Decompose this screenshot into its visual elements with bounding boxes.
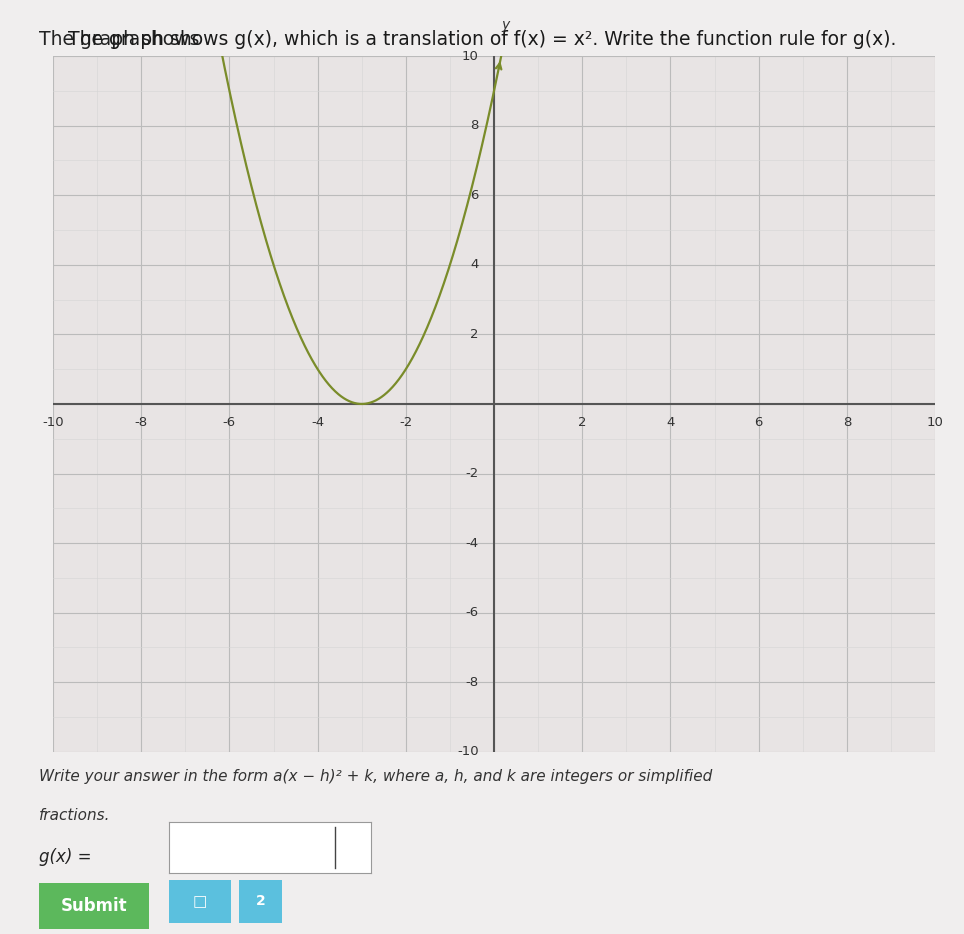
Text: g(x) =: g(x) = bbox=[39, 848, 91, 866]
Text: The graph shows g(x), which is a translation of f(x) = x². Write the function ru: The graph shows g(x), which is a transla… bbox=[67, 30, 897, 49]
Text: -4: -4 bbox=[311, 417, 324, 429]
Text: -2: -2 bbox=[466, 467, 478, 480]
Text: -10: -10 bbox=[42, 417, 64, 429]
Text: 2: 2 bbox=[578, 417, 586, 429]
Text: 2: 2 bbox=[470, 328, 478, 341]
Text: -10: -10 bbox=[457, 745, 478, 758]
Text: □: □ bbox=[193, 894, 207, 909]
Text: -6: -6 bbox=[223, 417, 236, 429]
Text: -8: -8 bbox=[135, 417, 147, 429]
Text: -2: -2 bbox=[399, 417, 413, 429]
Text: 10: 10 bbox=[926, 417, 944, 429]
Text: 2: 2 bbox=[255, 895, 266, 908]
Text: 6: 6 bbox=[470, 189, 478, 202]
Text: Write your answer in the form a(x − h)² + k, where a, h, and k are integers or s: Write your answer in the form a(x − h)² … bbox=[39, 769, 711, 784]
Text: -4: -4 bbox=[466, 537, 478, 549]
Text: y: y bbox=[501, 18, 509, 32]
Text: 4: 4 bbox=[470, 259, 478, 271]
Text: -8: -8 bbox=[466, 676, 478, 688]
Text: The graph shows: The graph shows bbox=[39, 30, 205, 49]
Text: Submit: Submit bbox=[61, 897, 127, 915]
Text: 10: 10 bbox=[462, 50, 478, 63]
Text: 8: 8 bbox=[843, 417, 851, 429]
Text: 6: 6 bbox=[755, 417, 763, 429]
Text: 4: 4 bbox=[666, 417, 675, 429]
Text: fractions.: fractions. bbox=[39, 809, 110, 824]
Text: -6: -6 bbox=[466, 606, 478, 619]
Text: 8: 8 bbox=[470, 120, 478, 132]
